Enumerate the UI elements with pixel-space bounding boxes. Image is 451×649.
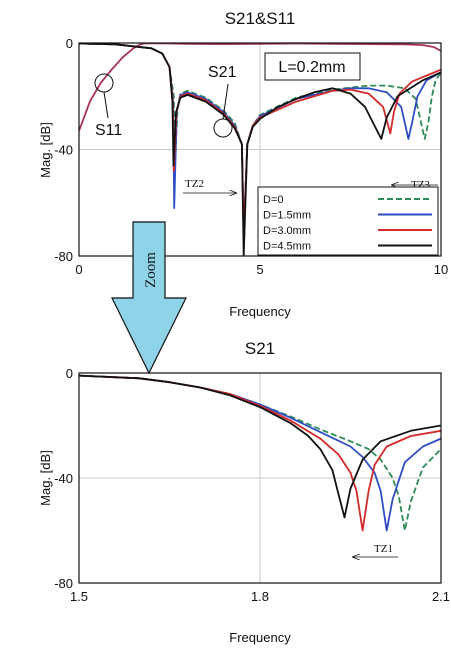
series-line-3 <box>79 374 441 519</box>
legend-entry-label: D=0 <box>263 194 284 206</box>
s11-callout-line <box>103 91 109 119</box>
top-plot-frame <box>78 42 442 257</box>
legend-entry-label: D=1.5mm <box>263 210 311 222</box>
y-tick-label: 0 <box>66 366 73 381</box>
bottom-chart-title: S21 <box>245 339 275 358</box>
y-tick-label: -80 <box>54 249 73 264</box>
zoom-label: Zoom <box>143 252 159 288</box>
s21-callout-line <box>222 83 229 120</box>
x-tick-label: 0 <box>75 262 82 277</box>
zoom-arrow: Zoom <box>111 221 187 375</box>
zoom-arrow-shape <box>111 221 187 375</box>
s21-callout-circle <box>213 118 233 138</box>
bottom-plot-frame <box>78 372 442 584</box>
x-tick-label: 2.1 <box>432 589 450 604</box>
legend: D=0 D=1.5mm D=3.0mm D=4.5mm <box>257 186 439 256</box>
top-tick-labels: 0 5 10 0 -40 -80 <box>54 36 448 277</box>
top-x-axis-label: Frequency <box>229 304 291 319</box>
y-tick-label: 0 <box>66 36 73 51</box>
bottom-chart: S21 1.5 1.8 2.1 0 -40 -80 Frequency Mag. [dB]… <box>38 339 450 645</box>
bottom-tick-labels: 1.5 1.8 2.1 0 -40 -80 <box>54 366 450 604</box>
top-chart-title: S21&S11 <box>225 9 296 28</box>
bottom-y-axis-label: Mag. [dB] <box>38 450 53 506</box>
bottom-series-group <box>79 374 441 532</box>
s21-label: S21 <box>208 64 237 81</box>
s11-callout-circle <box>94 73 114 93</box>
bottom-x-axis-label: Frequency <box>229 630 291 645</box>
length-annotation-text: L=0.2mm <box>278 59 345 76</box>
legend-entry-label: D=4.5mm <box>263 241 311 253</box>
x-tick-label: 5 <box>256 262 263 277</box>
tz2-label: TZ2 <box>185 178 204 190</box>
top-y-axis-label: Mag. [dB] <box>38 122 53 178</box>
s11-label: S11 <box>95 122 122 139</box>
x-tick-label: 1.5 <box>70 589 88 604</box>
legend-entry-label: D=3.0mm <box>263 225 311 237</box>
series-line-3 <box>79 43 441 256</box>
top-chart: S21&S11 0 5 100-40-80 Frequency Mag. [dB] … <box>38 9 448 319</box>
length-annotation-box <box>264 52 361 81</box>
y-tick-label: -80 <box>54 576 73 591</box>
tz1-label: TZ1 <box>374 543 393 555</box>
y-tick-label: -40 <box>54 143 73 158</box>
x-tick-label: 10 <box>434 262 448 277</box>
x-tick-label: 1.8 <box>251 589 269 604</box>
y-tick-label: -40 <box>54 471 73 486</box>
